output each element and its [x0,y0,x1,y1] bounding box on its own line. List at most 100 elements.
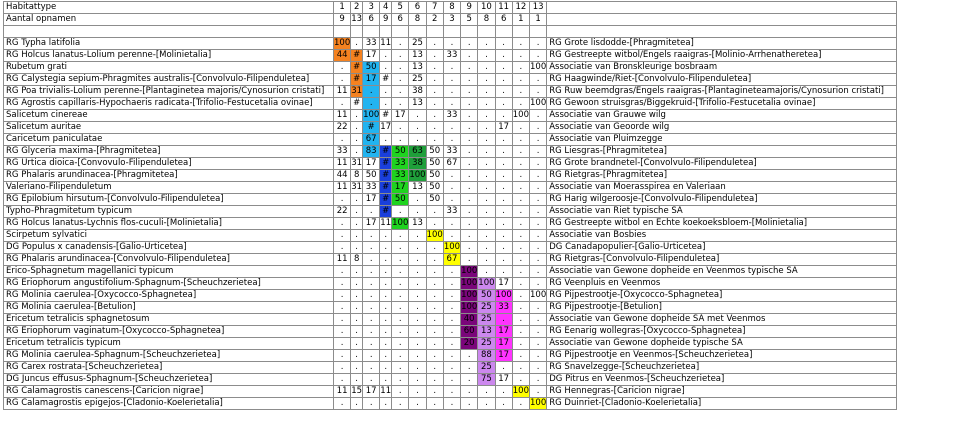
value-cell[interactable]: 33 [332,145,352,158]
value-cell[interactable]: . [477,97,496,110]
value-cell[interactable]: 50 [425,181,444,194]
dutch-name-cell[interactable]: RG Harig wilgeroosje-[Convolvulo-Filipen… [546,193,898,206]
value-cell[interactable]: . [442,97,462,110]
value-cell[interactable]: . [494,97,513,110]
dutch-name-cell[interactable]: Associatie van Riet typische SA [546,205,898,218]
value-cell[interactable]: 63 [408,145,427,158]
value-cell[interactable]: . [350,205,364,218]
value-cell[interactable]: 67 [442,253,462,266]
value-cell[interactable]: . [511,229,531,242]
value-cell[interactable]: . [511,373,531,386]
value-cell[interactable]: . [350,301,364,314]
value-cell[interactable]: . [477,49,496,62]
value-cell[interactable]: 33 [442,49,462,62]
syntaxon-name-cell[interactable]: RG Calamagrostis epigejos-[Cladonio-Koel… [3,397,334,410]
value-cell[interactable]: 17 [362,385,381,398]
value-cell[interactable]: . [362,289,381,302]
value-cell[interactable]: . [332,337,352,350]
value-cell[interactable]: 100 [460,289,479,302]
column-count-13[interactable]: 1 [528,13,548,26]
syntaxon-name-cell[interactable]: RG Holcus lanatus-Lychnis flos-cuculi-[M… [3,217,334,230]
value-cell[interactable]: 17 [494,121,513,134]
value-cell[interactable]: 100 [425,229,444,242]
dutch-name-cell[interactable]: RG Veenpluis en Veenmos [546,277,898,290]
value-cell[interactable]: . [408,265,427,278]
value-cell[interactable]: . [408,121,427,134]
value-cell[interactable]: . [511,61,531,74]
value-cell[interactable]: . [494,265,513,278]
value-cell[interactable]: . [332,61,352,74]
value-cell[interactable]: 8 [350,169,364,182]
value-cell[interactable]: . [332,349,352,362]
value-cell[interactable]: . [408,313,427,326]
value-cell[interactable]: 17 [362,217,381,230]
value-cell[interactable]: . [511,181,531,194]
value-cell[interactable]: . [379,85,393,98]
header-right-empty[interactable] [546,13,898,26]
value-cell[interactable]: 25 [408,37,427,50]
value-cell[interactable]: . [460,205,479,218]
value-cell[interactable]: . [442,265,462,278]
value-cell[interactable]: . [350,289,364,302]
blank-cell[interactable] [408,25,427,38]
value-cell[interactable]: 13 [408,61,427,74]
value-cell[interactable]: . [460,241,479,254]
blank-cell[interactable] [442,25,462,38]
dutch-name-cell[interactable]: RG Pijpestrootje en Veenmos-[Scheuchzeri… [546,349,898,362]
value-cell[interactable]: . [350,229,364,242]
value-cell[interactable]: . [362,349,381,362]
column-number-7[interactable]: 7 [425,1,444,14]
value-cell[interactable]: . [408,325,427,338]
value-cell[interactable]: . [408,109,427,122]
value-cell[interactable]: . [425,49,444,62]
value-cell[interactable]: . [460,121,479,134]
value-cell[interactable]: . [442,397,462,410]
value-cell[interactable]: 100 [528,397,548,410]
value-cell[interactable]: . [477,217,496,230]
value-cell[interactable]: . [425,397,444,410]
value-cell[interactable]: . [494,241,513,254]
syntaxon-name-cell[interactable]: RG Phalaris arundinacea-[Phragmitetea] [3,169,334,182]
value-cell[interactable]: 31 [350,85,364,98]
value-cell[interactable]: . [460,73,479,86]
syntaxon-name-cell[interactable]: Valeriano-Filipenduletum [3,181,334,194]
value-cell[interactable]: 13 [408,181,427,194]
column-count-6[interactable]: 8 [408,13,427,26]
value-cell[interactable]: . [391,337,410,350]
column-count-12[interactable]: 1 [511,13,531,26]
value-cell[interactable]: . [528,313,548,326]
value-cell[interactable]: . [494,145,513,158]
column-number-10[interactable]: 10 [477,1,496,14]
syntaxon-name-cell[interactable]: RG Eriophorum angustifolium-Sphagnum-[Sc… [3,277,334,290]
value-cell[interactable]: # [350,61,364,74]
value-cell[interactable]: 11 [332,385,352,398]
value-cell[interactable]: . [332,373,352,386]
value-cell[interactable]: . [477,157,496,170]
value-cell[interactable]: . [425,301,444,314]
value-cell[interactable]: . [477,181,496,194]
value-cell[interactable]: . [460,37,479,50]
syntaxon-name-cell[interactable]: Ericetum tetralicis sphagnetosum [3,313,334,326]
value-cell[interactable]: . [332,301,352,314]
value-cell[interactable]: 17 [391,181,410,194]
value-cell[interactable]: 11 [332,85,352,98]
value-cell[interactable]: . [511,361,531,374]
value-cell[interactable]: # [350,97,364,110]
dutch-name-cell[interactable]: RG Liesgras-[Phragmitetea] [546,145,898,158]
value-cell[interactable]: . [528,325,548,338]
value-cell[interactable]: 100 [391,217,410,230]
value-cell[interactable]: . [528,229,548,242]
value-cell[interactable]: . [350,361,364,374]
value-cell[interactable]: 11 [332,109,352,122]
column-count-5[interactable]: 6 [391,13,410,26]
value-cell[interactable]: . [391,61,410,74]
value-cell[interactable]: . [379,397,393,410]
syntaxon-name-cell[interactable]: DG Juncus effusus-Sphagnum-[Scheuchzerie… [3,373,334,386]
value-cell[interactable]: 33 [362,181,381,194]
value-cell[interactable]: . [528,265,548,278]
syntaxon-name-cell[interactable]: Scirpetum sylvatici [3,229,334,242]
value-cell[interactable]: . [511,313,531,326]
value-cell[interactable]: . [511,337,531,350]
value-cell[interactable]: . [362,277,381,290]
value-cell[interactable]: 33 [494,301,513,314]
